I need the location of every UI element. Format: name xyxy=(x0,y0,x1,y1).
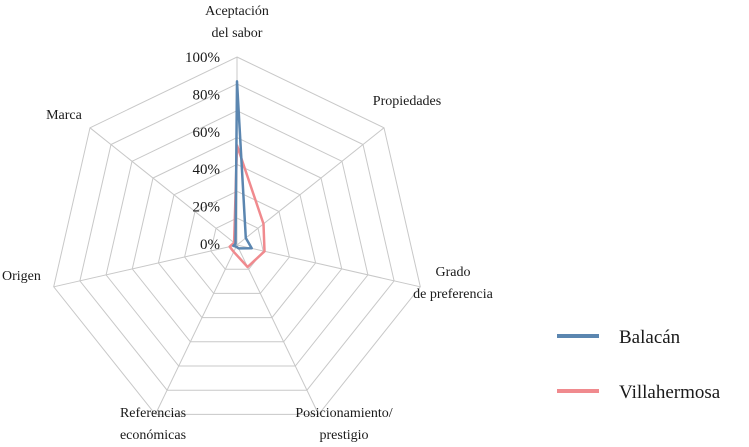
grid-spoke xyxy=(236,127,385,246)
grid-ring xyxy=(184,190,290,294)
axis-label: Referencias económicas xyxy=(120,406,186,443)
radar-axis-labels: Aceptación del sabor Propiedades Grado de pr… xyxy=(2,4,494,443)
grid-ring xyxy=(157,163,317,319)
tick-label: 80% xyxy=(193,87,221,103)
grid-spoke xyxy=(236,244,320,415)
grid-ring xyxy=(210,217,264,270)
grid-ring xyxy=(79,83,395,391)
chart-legend: Balacán Villahermosa xyxy=(557,327,721,403)
grid-ring xyxy=(53,56,421,415)
axis-label: Posicionamiento/prestigio xyxy=(295,406,392,443)
axis-label: Aceptación del sabor xyxy=(205,4,269,41)
tick-label: 60% xyxy=(193,125,221,141)
grid-spoke xyxy=(89,127,238,246)
axis-label: Marca xyxy=(46,108,83,123)
tick-label: 40% xyxy=(193,162,221,178)
axis-label: Grado de preferencia xyxy=(413,265,493,302)
grid-spoke xyxy=(53,244,238,288)
tick-label: 20% xyxy=(193,200,221,216)
tick-label: 100% xyxy=(185,50,220,66)
radar-tick-labels: 0% 20% 40% 60% 80% 100% xyxy=(185,50,220,253)
grid-ring xyxy=(105,110,369,367)
legend-label: Villahermosa xyxy=(619,382,721,403)
radar-series xyxy=(228,80,266,269)
grid-spoke xyxy=(236,244,421,288)
legend-label: Balacán xyxy=(619,327,681,348)
series-line xyxy=(228,144,266,269)
axis-label: Origen xyxy=(2,269,41,284)
series-line xyxy=(232,80,253,250)
grid-ring xyxy=(131,137,343,343)
radar-grid xyxy=(53,56,421,415)
grid-spoke xyxy=(154,244,238,415)
tick-label: 0% xyxy=(200,237,220,253)
axis-label: Propiedades xyxy=(373,94,441,109)
